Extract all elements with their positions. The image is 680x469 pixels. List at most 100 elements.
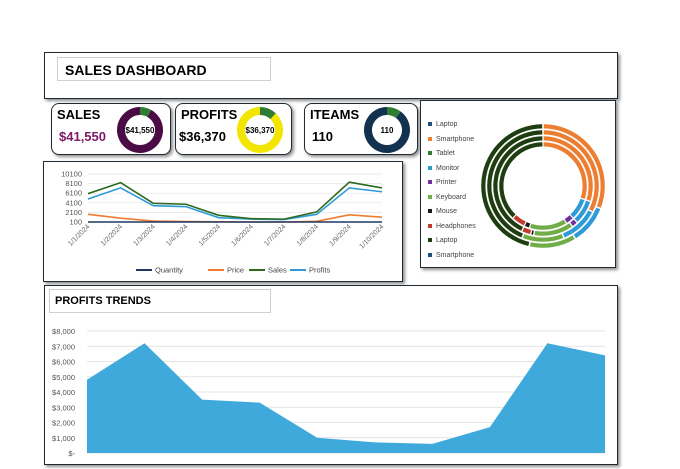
y-tick-label: $3,000 bbox=[52, 403, 75, 412]
legend-label: Sales bbox=[268, 266, 287, 275]
legend-label: Tablet bbox=[436, 150, 455, 157]
y-tick-label: $4,000 bbox=[52, 388, 75, 397]
donut-legend-item: Smartphone bbox=[428, 136, 474, 143]
kpi-value: $41,550 bbox=[59, 129, 106, 144]
donut-slice-monitor bbox=[562, 209, 593, 238]
title-box: SALES DASHBOARD bbox=[57, 57, 271, 81]
kpi-donut: 110 bbox=[364, 107, 410, 153]
legend-swatch bbox=[428, 209, 432, 214]
y-tick-label: $7,000 bbox=[52, 342, 75, 351]
x-tick-label: 1/6/2024 bbox=[231, 223, 255, 247]
donut-legend-item: Monitor bbox=[428, 165, 459, 172]
y-tick-label: $5,000 bbox=[52, 373, 75, 382]
x-tick-label: 1/9/2024 bbox=[329, 223, 353, 247]
kpi-ring-segment bbox=[237, 107, 283, 153]
kpi-value: 110 bbox=[312, 129, 333, 144]
donut-slice-printer bbox=[569, 219, 578, 227]
kpi-sales-card: SALES $41,550 $41,550 bbox=[51, 103, 171, 155]
kpi-donut: $36,370 bbox=[237, 107, 283, 153]
multi-ring-donut-chart bbox=[480, 123, 606, 249]
profits-trends-panel: PROFITS TRENDS $8,000 $7,000 $6,000 $5,000 $… bbox=[44, 285, 618, 465]
y-tick-label: $1,000 bbox=[52, 434, 75, 443]
y-tick-label: $- bbox=[68, 449, 75, 458]
legend-swatch bbox=[428, 252, 432, 257]
donut-slice-laptop bbox=[498, 141, 543, 219]
donut-slice-smartphone bbox=[543, 135, 594, 202]
kpi-center-label: 110 bbox=[381, 126, 394, 135]
donut-slice-headphones bbox=[512, 214, 527, 226]
series-line-profits bbox=[87, 187, 383, 221]
y-tick-label: 100 bbox=[69, 218, 82, 227]
legend-swatch bbox=[428, 223, 432, 228]
donut-slice-monitor bbox=[573, 207, 601, 239]
donut-slice-laptop bbox=[486, 129, 543, 238]
donut-legend-item: Headphones bbox=[428, 223, 476, 230]
legend-label: Monitor bbox=[436, 164, 460, 172]
donut-slice-mouse bbox=[530, 229, 535, 236]
donut-legend-item: Smartphone bbox=[428, 252, 474, 259]
donut-legend-item: Mouse bbox=[428, 208, 457, 215]
donut-slice-monitor bbox=[569, 198, 585, 219]
kpi-ring-highlight bbox=[387, 107, 401, 118]
donut-slice-laptop bbox=[480, 123, 543, 247]
donut-legend-item: Keyboard bbox=[428, 194, 466, 201]
legend-label: Profits bbox=[309, 266, 331, 275]
legend-label: Laptop bbox=[436, 237, 458, 244]
legend-label: Smartphone bbox=[436, 135, 475, 143]
kpi-center-label: $41,550 bbox=[126, 126, 155, 135]
kpi-items-card: ITEAMS 110 110 bbox=[304, 103, 418, 155]
x-tick-label: 1/10/2024 bbox=[358, 223, 385, 250]
x-tick-label: 1/8/2024 bbox=[296, 223, 320, 247]
donut-chart-panel: Laptop Smartphone Tablet Monitor Printer Keyb… bbox=[420, 100, 616, 268]
area-chart-title: PROFITS TRENDS bbox=[55, 295, 151, 307]
kpi-center-label: $36,370 bbox=[246, 126, 275, 135]
legend-swatch bbox=[428, 165, 432, 170]
legend-label: Keyboard bbox=[436, 193, 466, 201]
y-tick-label: 10100 bbox=[61, 170, 82, 179]
donut-legend-item: Laptop bbox=[428, 121, 457, 128]
y-tick-label: 6100 bbox=[65, 189, 82, 198]
kpi-ring-segment bbox=[117, 107, 163, 153]
legend-label: Smartphone bbox=[436, 251, 475, 259]
y-tick-label: 8100 bbox=[65, 179, 82, 188]
line-chart-panel: 10100 8100 6100 4100 2100 100 1/1/2024 1/2/2024… bbox=[43, 161, 403, 282]
donut-slice-keyboard bbox=[522, 233, 564, 243]
x-tick-label: 1/5/2024 bbox=[198, 223, 222, 247]
area-title-box: PROFITS TRENDS bbox=[49, 289, 271, 313]
donut-slice-smartphone bbox=[543, 123, 606, 209]
kpi-ring-highlight bbox=[260, 107, 276, 120]
legend-label: Price bbox=[227, 266, 244, 275]
x-tick-label: 1/1/2024 bbox=[67, 223, 91, 247]
kpi-label: SALES bbox=[57, 107, 101, 122]
area-chart: $8,000 $7,000 $6,000 $5,000 $4,000 $3,000 $2,0… bbox=[52, 327, 605, 458]
legend-swatch bbox=[428, 180, 432, 185]
y-tick-label: $6,000 bbox=[52, 358, 75, 367]
dashboard-title: SALES DASHBOARD bbox=[65, 62, 207, 78]
legend-swatch bbox=[428, 136, 432, 141]
donut-slice-smartphone bbox=[543, 141, 588, 200]
kpi-profits-card: PROFITS $36,370 $36,370 bbox=[175, 103, 292, 155]
x-tick-label: 1/7/2024 bbox=[263, 223, 287, 247]
donut-legend-item: Printer bbox=[428, 179, 457, 186]
legend-label: Headphones bbox=[436, 222, 476, 230]
donut-slice-laptop bbox=[492, 135, 543, 232]
kpi-ring-highlight bbox=[140, 107, 152, 117]
y-tick-label: $2,000 bbox=[52, 419, 75, 428]
kpi-donut: $41,550 bbox=[117, 107, 163, 153]
series-line-sales bbox=[87, 181, 383, 220]
donut-slice-keyboard bbox=[533, 222, 573, 237]
donut-legend-item: Laptop bbox=[428, 237, 457, 244]
legend-swatch bbox=[428, 122, 432, 127]
legend-label: Quantity bbox=[155, 266, 183, 275]
donut-slice-mouse bbox=[524, 221, 531, 228]
y-tick-label: $8,000 bbox=[52, 327, 75, 336]
kpi-ring-segment bbox=[364, 107, 410, 153]
legend-swatch bbox=[428, 194, 432, 199]
x-tick-label: 1/3/2024 bbox=[133, 223, 157, 247]
donut-slice-smartphone bbox=[543, 129, 600, 212]
legend-label: Printer bbox=[436, 179, 457, 186]
dashboard-header: SALES DASHBOARD bbox=[44, 52, 618, 99]
kpi-label: ITEAMS bbox=[310, 107, 360, 122]
donut-slice-keyboard bbox=[529, 234, 576, 249]
